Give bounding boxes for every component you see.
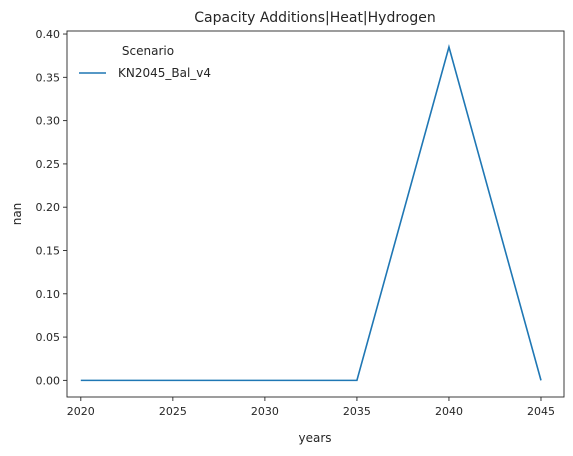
y-tick-label: 0.25 bbox=[36, 158, 61, 171]
y-tick-label: 0.15 bbox=[36, 244, 61, 257]
y-tick-label: 0.30 bbox=[36, 115, 61, 128]
legend-entry-kn2045-bal-v4: KN2045_Bal_v4 bbox=[118, 66, 211, 80]
y-tick-label: 0.35 bbox=[36, 71, 61, 84]
y-tick-label: 0.40 bbox=[36, 28, 61, 41]
y-tick-label: 0.20 bbox=[36, 201, 61, 214]
x-axis-label: years bbox=[298, 431, 331, 445]
y-axis-label: nan bbox=[10, 203, 24, 226]
legend-title: Scenario bbox=[122, 44, 174, 58]
x-axis: 2020 2025 2030 2035 2040 2045 bbox=[67, 397, 555, 418]
y-tick-label: 0.00 bbox=[36, 374, 61, 387]
series-layer bbox=[80, 44, 542, 382]
x-tick-label: 2045 bbox=[527, 405, 555, 418]
x-tick-label: 2030 bbox=[251, 405, 279, 418]
series-line-0 bbox=[80, 44, 542, 382]
y-axis: 0.00 0.05 0.10 0.15 0.20 0.25 0.30 0.35 0.40 bbox=[36, 28, 67, 387]
x-tick-label: 2020 bbox=[67, 405, 95, 418]
x-tick-label: 2035 bbox=[343, 405, 371, 418]
y-tick-label: 0.10 bbox=[36, 288, 61, 301]
legend: Scenario KN2045_Bal_v4 bbox=[79, 44, 211, 80]
plot-area-frame bbox=[66, 30, 565, 398]
chart-title: Capacity Additions|Heat|Hydrogen bbox=[194, 10, 435, 26]
y-tick-label: 0.05 bbox=[36, 331, 61, 344]
x-tick-label: 2025 bbox=[159, 405, 187, 418]
x-tick-label: 2040 bbox=[435, 405, 463, 418]
